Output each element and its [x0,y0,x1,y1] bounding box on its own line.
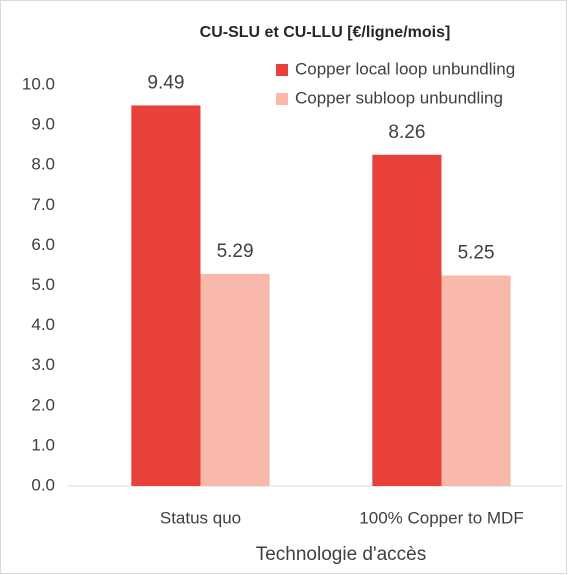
y-tick-label: 8.0 [31,155,55,174]
y-tick-label: 5.0 [31,275,55,294]
chart-title: CU-SLU et CU-LLU [€/ligne/mois] [200,24,451,41]
y-tick-label: 0.0 [31,475,55,494]
y-tick-label: 6.0 [31,235,55,254]
y-tick-label: 10.0 [22,74,55,93]
x-axis-title: Technologie d'accès [256,544,427,565]
data-label: 5.29 [217,241,254,262]
legend-swatch [276,93,288,105]
legend-label: Copper subloop unbundling [295,88,503,107]
y-tick-label: 3.0 [31,355,55,374]
data-label: 5.25 [458,242,495,263]
y-tick-label: 7.0 [31,195,55,214]
data-label: 9.49 [147,72,184,93]
x-tick-label: 100% Copper to MDF [359,508,523,527]
bar [372,154,442,487]
y-tick-label: 9.0 [31,115,55,134]
x-tick-label: Status quo [160,508,241,527]
legend-label: Copper local loop unbundling [295,59,515,78]
y-tick-label: 2.0 [31,395,55,414]
bar [131,105,201,487]
bar [200,273,270,486]
legend-swatch [276,64,288,76]
bar [441,275,511,486]
y-tick-label: 1.0 [31,435,55,454]
data-label: 8.26 [388,122,425,143]
y-tick-label: 4.0 [31,315,55,334]
